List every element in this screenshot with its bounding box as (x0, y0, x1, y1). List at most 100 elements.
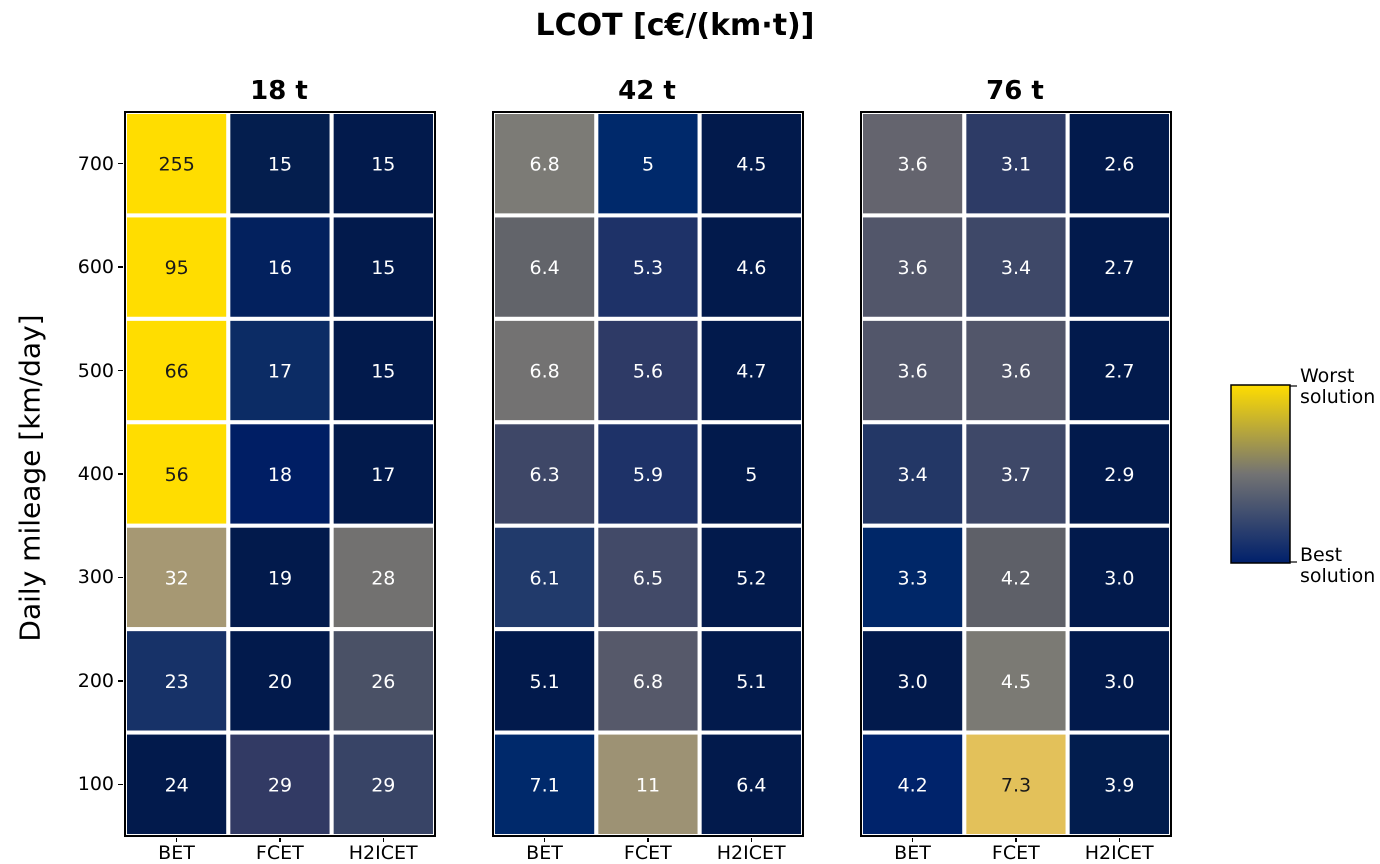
heatmap-cell (962, 213, 1070, 321)
cell-value-label: 4.6 (736, 257, 766, 279)
heatmap-cell (594, 213, 702, 321)
cell-value-label: 66 (165, 361, 189, 383)
cell-value-label: 6.5 (633, 567, 663, 589)
cell-value-label: 29 (268, 774, 292, 796)
heatmap-cell (329, 730, 437, 839)
cell-value-label: 3.4 (1001, 257, 1031, 279)
cell-value-label: 5.9 (633, 464, 663, 486)
y-tick-label: 500 (77, 359, 114, 382)
cell-value-label: 16 (268, 257, 292, 279)
heatmap-cell (226, 627, 334, 735)
heatmap-cell (859, 420, 967, 528)
cell-value-label: 3.0 (898, 671, 928, 693)
x-tick-mark (175, 836, 178, 842)
heatmap-cell (123, 420, 231, 528)
panel-frame (860, 111, 1172, 838)
heatmap-cell (123, 730, 231, 839)
y-tick-label: 600 (77, 256, 114, 279)
cell-value-label: 15 (371, 154, 395, 176)
cell-value-label: 4.2 (898, 774, 928, 796)
cell-value-label: 3.7 (1001, 464, 1031, 486)
heatmap-cell (962, 420, 1070, 528)
cell-value-label: 3.3 (898, 567, 928, 589)
heatmap-cell (594, 627, 702, 735)
cell-value-label: 5.1 (530, 671, 560, 693)
y-tick-label: 300 (77, 566, 114, 589)
heatmap-cell (859, 316, 967, 425)
heatmap-cell (1065, 316, 1173, 425)
heatmap-cell (962, 730, 1070, 839)
heatmap-cell (226, 730, 334, 839)
x-tick-mark (279, 836, 281, 842)
cell-value-label: 2.9 (1104, 464, 1134, 486)
cell-value-label: 4.5 (736, 154, 766, 176)
colorbar-label-best: Best solution (1300, 544, 1376, 587)
cell-value-label: 3.6 (1001, 361, 1031, 383)
cell-value-label: 3.6 (898, 154, 928, 176)
heatmap-panel-0: 255 15 15 95 16 15 66 17 15 56 18 17 32 19 28 23 20 26 24 2… (123, 110, 437, 839)
x-tick-mark (911, 836, 914, 842)
panel-title-18t: 18 t (250, 76, 308, 106)
cell-value-label: 3.0 (1104, 567, 1134, 589)
x-tick-mark (750, 836, 753, 842)
heatmap-cell (594, 110, 702, 218)
cell-value-label: 24 (165, 774, 189, 796)
cell-value-label: 15 (268, 154, 292, 176)
cell-value-label: 95 (165, 257, 189, 279)
y-tick-mark (118, 783, 125, 786)
cell-value-label: 19 (268, 567, 292, 589)
x-tick-label: FCET (623, 842, 672, 864)
cell-value-label: 56 (165, 464, 189, 486)
x-tick-mark (382, 836, 385, 842)
x-tick-label: H2ICET (716, 842, 786, 864)
heatmap-cell (1065, 627, 1173, 735)
heatmap-cell (697, 523, 805, 632)
cell-value-label: 6.4 (736, 774, 766, 796)
heatmap-cell (1065, 523, 1173, 632)
cell-value-label: 32 (165, 567, 189, 589)
cell-value-label: 23 (165, 671, 189, 693)
cell-value-label: 17 (371, 464, 395, 486)
cell-value-label: 4.7 (736, 361, 766, 383)
cell-value-label: 2.7 (1104, 361, 1134, 383)
panel-frame (124, 111, 436, 838)
cell-value-label: 7.1 (530, 774, 560, 796)
cell-value-label: 6.8 (530, 154, 560, 176)
cell-value-label: 11 (636, 774, 660, 796)
panel-title-76t: 76 t (986, 76, 1044, 106)
y-tick-mark (118, 576, 125, 579)
x-tick-mark (543, 836, 546, 842)
cell-value-label: 3.0 (1104, 671, 1134, 693)
x-tick-label: BET (526, 842, 563, 864)
cell-value-label: 3.9 (1104, 774, 1134, 796)
cell-value-label: 3.1 (1001, 154, 1031, 176)
chart-title: LCOT [c€/(km·t)] (535, 8, 815, 43)
x-tick-mark (647, 836, 649, 842)
cell-value-label: 5 (745, 464, 757, 486)
heatmap-cell (962, 316, 1070, 425)
cell-value-label: 2.7 (1104, 257, 1134, 279)
y-tick-mark (118, 162, 125, 165)
cell-value-label: 4.2 (1001, 567, 1031, 589)
cell-value-label: 5.1 (736, 671, 766, 693)
cell-value-label: 6.1 (530, 567, 560, 589)
heatmap-cell (329, 316, 437, 425)
cell-value-label: 3.4 (898, 464, 928, 486)
y-tick-label: 700 (77, 152, 114, 175)
x-tick-mark (1118, 836, 1121, 842)
panel-title-42t: 42 t (618, 76, 676, 106)
cell-value-label: 15 (371, 361, 395, 383)
x-tick-label: H2ICET (1084, 842, 1154, 864)
cell-value-label: 17 (268, 361, 292, 383)
cell-value-label: 5.3 (633, 257, 663, 279)
cell-value-label: 6.3 (530, 464, 560, 486)
cell-value-label: 3.6 (898, 361, 928, 383)
y-tick-mark (118, 680, 125, 682)
y-tick-mark (118, 266, 125, 268)
y-tick-label: 100 (77, 773, 114, 796)
cell-value-label: 28 (371, 567, 395, 589)
heatmap-cell (491, 420, 599, 528)
x-tick-label: H2ICET (348, 842, 418, 864)
